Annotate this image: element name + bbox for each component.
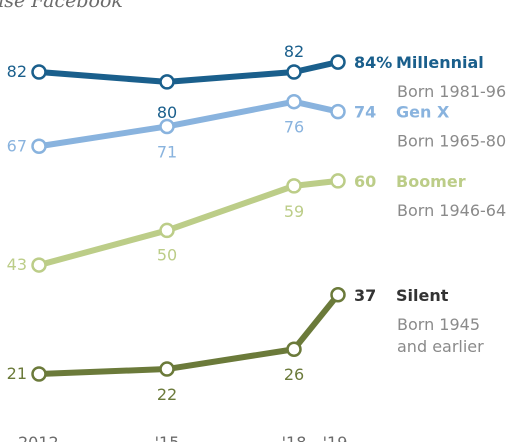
- series-note-label: and earlier: [397, 337, 484, 356]
- series-name-label: Gen X: [396, 103, 450, 122]
- series-line-boomer: [36, 177, 341, 269]
- series-note-label: Born 1946-64: [397, 201, 506, 220]
- x-tick-label: '18: [282, 433, 307, 442]
- data-point: [330, 173, 346, 189]
- data-point: [31, 366, 47, 382]
- data-labels: 82 80 82 67 71 76 43 50 59 21 22 26: [7, 42, 305, 404]
- series-name-label: Millennial: [396, 53, 484, 72]
- data-label: 67: [7, 136, 27, 155]
- data-label: 76: [284, 118, 304, 137]
- data-point: [159, 74, 175, 90]
- data-point: [286, 93, 302, 110]
- series-line-silent: [36, 291, 341, 377]
- data-point: [159, 361, 175, 377]
- data-point: [330, 54, 346, 70]
- data-label: 80: [157, 103, 177, 122]
- data-point: [286, 341, 302, 357]
- data-point: [330, 287, 346, 303]
- data-label: 71: [157, 142, 177, 161]
- series-lines: [36, 59, 341, 377]
- series-note-label: Born 1981-96: [397, 82, 506, 101]
- data-point: [31, 257, 47, 273]
- data-label: 59: [284, 202, 304, 221]
- data-point: [31, 138, 47, 155]
- data-point: [286, 178, 302, 194]
- end-value-label: 74: [354, 103, 376, 122]
- end-value-label: 84%: [354, 53, 392, 72]
- chart-subtitle: use Facebook: [0, 0, 123, 12]
- data-label: 82: [7, 62, 27, 81]
- data-point: [159, 118, 175, 135]
- series-line-gen-x: [36, 98, 341, 150]
- series-labels: 84% Millennial Born 1981-96 74 Gen X Born 196…: [354, 53, 506, 356]
- series-note-label: Born 1945: [397, 315, 480, 334]
- end-value-label: 37: [354, 286, 376, 305]
- data-label: 82: [284, 42, 304, 61]
- series-name-label: Silent: [396, 286, 449, 305]
- data-label: 21: [7, 364, 27, 383]
- data-point: [286, 64, 302, 80]
- data-label: 43: [7, 255, 27, 274]
- series-markers: [31, 54, 346, 382]
- end-value-label: 60: [354, 172, 376, 191]
- x-tick-label: '19: [323, 433, 348, 442]
- series-note-label: Born 1965-80: [397, 132, 506, 151]
- x-tick-label: 2012: [18, 433, 59, 442]
- x-tick-label: '15: [155, 433, 180, 442]
- series-name-label: Boomer: [396, 172, 466, 191]
- data-point: [159, 222, 175, 239]
- data-point: [31, 64, 47, 80]
- data-point: [330, 103, 346, 120]
- series-line-millennial: [36, 59, 341, 85]
- data-label: 50: [157, 245, 177, 264]
- data-label: 26: [284, 365, 304, 384]
- data-label: 22: [157, 385, 177, 404]
- x-axis-ticks: 2012 '15 '18 '19: [18, 433, 347, 442]
